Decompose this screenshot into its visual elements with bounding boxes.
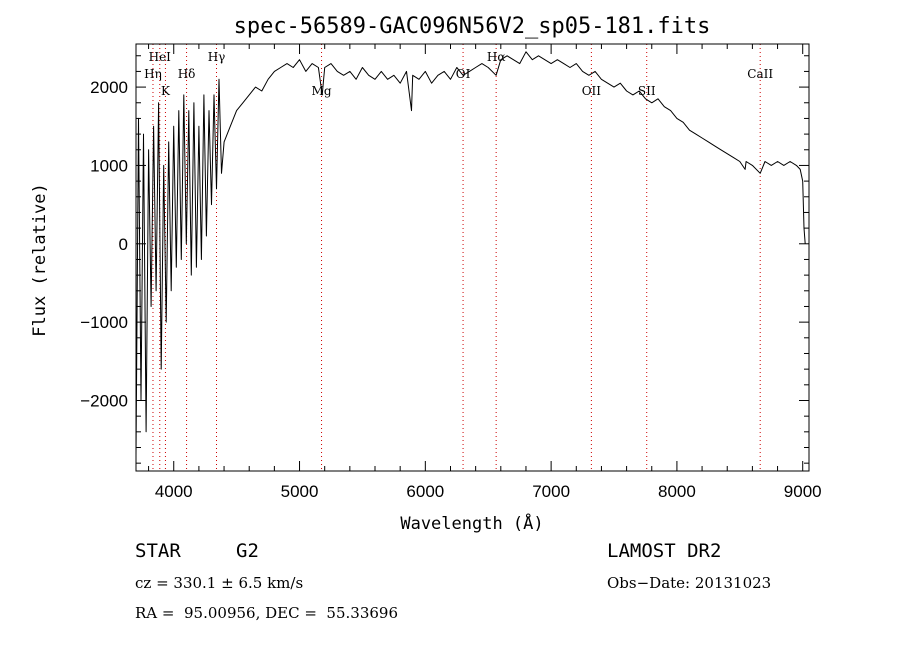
chart-title: spec-56589-GAC096N56V2_sp05-181.fits xyxy=(234,14,711,39)
redshift-readout: cz = 330.1 ± 6.5 km/s xyxy=(135,574,304,592)
survey-name: LAMOST DR2 xyxy=(607,540,722,562)
line-marker-label: CaII xyxy=(747,67,773,81)
y-tick-label: −1000 xyxy=(80,313,128,332)
x-tick-label: 5000 xyxy=(281,482,319,501)
x-axis-label: Wavelength (Å) xyxy=(400,512,543,534)
line-marker-label: SII xyxy=(638,84,656,98)
y-tick-label: 0 xyxy=(119,235,128,254)
line-marker-label: HeI xyxy=(149,50,172,64)
x-tick-label: 7000 xyxy=(532,482,570,501)
y-tick-label: 2000 xyxy=(90,78,128,97)
line-marker-label: Hδ xyxy=(178,67,196,81)
plot-frame xyxy=(135,43,810,472)
y-tick-label: 1000 xyxy=(90,156,128,175)
line-marker-label: Hγ xyxy=(208,50,226,64)
x-tick-label: 4000 xyxy=(155,482,193,501)
obs-date-readout: Obs−Date: 20131023 xyxy=(607,574,772,592)
x-tick-label: 6000 xyxy=(406,482,444,501)
y-axis-label: Flux (relative) xyxy=(30,183,50,337)
spectrum-line xyxy=(135,51,806,456)
x-tick-label: 9000 xyxy=(784,482,822,501)
object-subclass: G2 xyxy=(236,540,259,562)
line-marker-label: OII xyxy=(582,84,602,98)
y-tick-label: −2000 xyxy=(80,391,128,410)
line-marker-label: Hη xyxy=(144,67,162,81)
line-marker-label: K xyxy=(161,84,171,98)
object-class: STAR xyxy=(135,540,181,562)
line-marker-label: Hα xyxy=(487,50,506,64)
x-tick-label: 8000 xyxy=(658,482,696,501)
coordinates-readout: RA = 95.00956, DEC = 55.33696 xyxy=(135,604,399,622)
